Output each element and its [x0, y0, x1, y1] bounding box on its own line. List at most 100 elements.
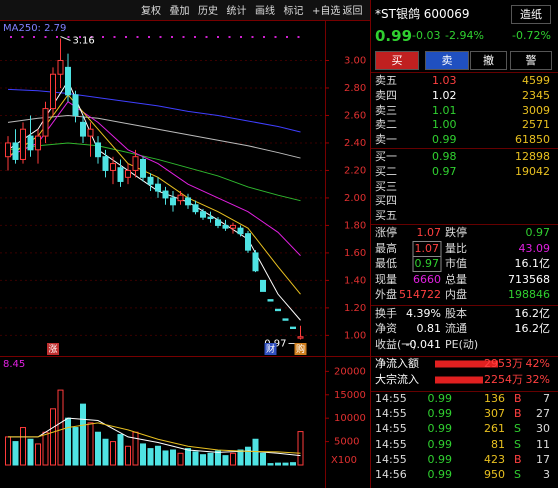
separator: [371, 148, 558, 149]
book-label: 买三: [375, 179, 397, 193]
toolbar-button[interactable]: 画线: [255, 4, 275, 17]
marker-dot: [136, 36, 139, 38]
stat-label: 流通: [445, 322, 467, 335]
event-marker-bg: [47, 343, 59, 355]
stat-value: 514722: [399, 288, 441, 301]
book-label: 买四: [375, 194, 397, 208]
book-volume: 61850: [515, 133, 550, 147]
y-tick-label: 2.40: [344, 138, 366, 149]
flow-pct: 32%: [525, 373, 550, 386]
trade-price: 0.99: [427, 407, 453, 421]
book-label: 卖一: [375, 133, 397, 147]
candle-body: [290, 326, 296, 330]
volume-bar: [230, 452, 236, 466]
sector-button[interactable]: 造纸: [511, 5, 551, 24]
sector-pct: -0.72%: [512, 29, 551, 42]
toolbar-button[interactable]: 统计: [227, 4, 247, 17]
candle-body: [42, 108, 49, 137]
stat-value: -0.041: [405, 337, 441, 351]
marker-dot: [182, 36, 185, 38]
volume-bar: [110, 441, 116, 466]
separator: [371, 391, 558, 392]
trade-price: 0.99: [427, 468, 453, 481]
volume-bar: [50, 408, 56, 466]
volume-bar: [65, 417, 71, 466]
volume-bar: [102, 438, 109, 466]
trade-price: 0.99: [427, 392, 453, 405]
volume-bar: [27, 438, 34, 466]
stat-value: 4.39%: [406, 306, 441, 320]
marker-dot: [102, 36, 104, 38]
trade-button[interactable]: 卖: [425, 51, 469, 70]
volume-bar: [200, 454, 206, 466]
volume-bar: [125, 445, 131, 466]
y-tick-label: 10000: [334, 413, 366, 424]
book-price: 0.99: [432, 133, 457, 147]
volume-bar: [215, 450, 221, 466]
trade-time: 14:55: [375, 392, 407, 405]
volume-bar: [177, 452, 184, 466]
stat-label: 最低: [375, 257, 397, 270]
trade-button[interactable]: 买: [375, 51, 419, 70]
candle-body: [245, 233, 251, 251]
marker-dot: [171, 36, 173, 38]
candle-body: [275, 308, 281, 312]
trade-time: 14:55: [375, 437, 407, 451]
trade-button[interactable]: 警: [510, 51, 552, 70]
volume-bar: [117, 434, 124, 466]
flow-label: 大宗流入: [375, 373, 419, 386]
marker-dot: [10, 36, 12, 38]
candle-body: [215, 219, 221, 226]
stat-value: 713568: [508, 272, 550, 286]
y-tick-label: 3.00: [344, 55, 366, 66]
stat-value: 1.07: [412, 240, 441, 257]
y-tick-label: 2.00: [344, 193, 366, 204]
y-tick-label: 1.00: [344, 330, 366, 341]
flow-amount: 2953万: [484, 357, 523, 370]
book-price: 1.03: [432, 74, 457, 87]
candle-body: [12, 142, 19, 160]
marker-dot: [79, 36, 81, 38]
toolbar-button[interactable]: 叠加: [170, 5, 190, 17]
trade-count: 3: [543, 468, 550, 481]
book-volume: 3009: [522, 103, 550, 117]
marker-dot: [44, 36, 47, 38]
toolbar-button[interactable]: +自选: [312, 4, 340, 17]
moving-average: [7, 114, 301, 159]
marker-dot: [148, 36, 150, 38]
stat-label: 内盘: [445, 288, 467, 301]
stat-label: 总量: [445, 272, 467, 286]
trade-price: 0.99: [427, 452, 453, 466]
candle-body: [297, 336, 304, 339]
volume-bar: [207, 452, 214, 466]
stat-label: 净资: [375, 322, 397, 335]
y-tick-label: 1.40: [344, 275, 366, 286]
event-marker-bg: [294, 343, 307, 355]
candle-body: [117, 167, 124, 182]
marker-dot: [217, 36, 219, 38]
volume-bar: [222, 455, 229, 466]
candle-body: [147, 176, 154, 185]
stat-value: 0.81: [416, 322, 442, 335]
y-tick-label: 20000: [334, 366, 366, 377]
annotation: 3.16: [73, 35, 95, 46]
trade-time: 14:56: [375, 468, 407, 481]
moving-average: [7, 88, 301, 133]
stat-label: 市值: [445, 257, 467, 270]
toolbar-button[interactable]: 标记: [284, 5, 304, 17]
volume-average: [8, 422, 301, 454]
trade-button[interactable]: 撤: [470, 51, 507, 70]
trade-side: B: [514, 407, 522, 421]
trade-side: S: [514, 468, 521, 481]
toolbar-button[interactable]: 复权: [141, 4, 161, 17]
toolbar-button[interactable]: 返回: [343, 5, 363, 17]
trade-count: 7: [543, 392, 550, 405]
trade-side: B: [514, 452, 522, 466]
stat-label: 股本: [445, 306, 467, 320]
marker-dot: [297, 36, 300, 38]
toolbar-button[interactable]: 历史: [198, 5, 218, 17]
trade-count: 27: [536, 407, 550, 421]
book-volume: 2571: [522, 118, 550, 132]
candle-body: [222, 224, 229, 229]
stat-value: 43.09: [518, 241, 551, 255]
